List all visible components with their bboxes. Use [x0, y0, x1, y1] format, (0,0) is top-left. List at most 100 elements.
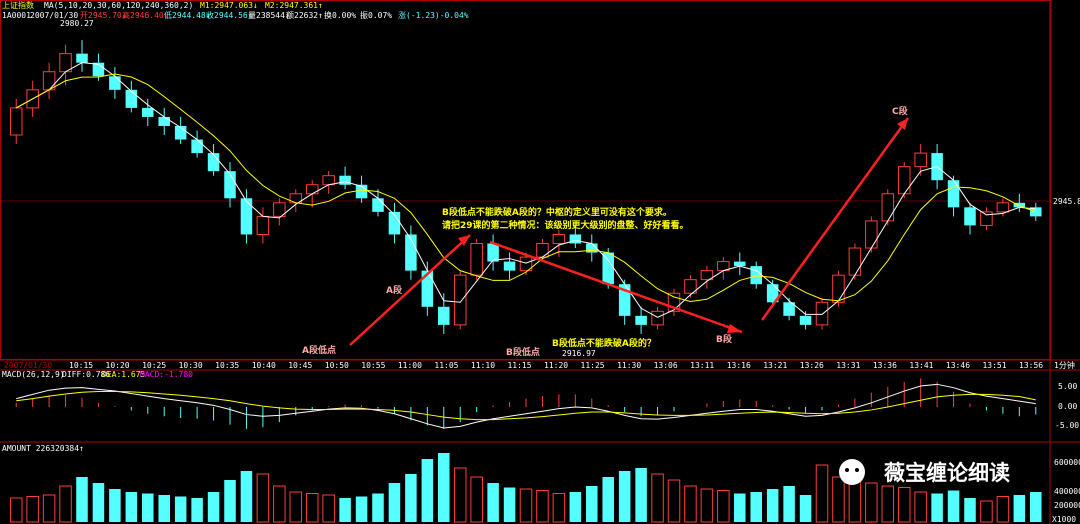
turnover-value: 换0.00% [324, 10, 356, 20]
candle-body [256, 215, 270, 235]
candle-body [569, 234, 582, 244]
price-panel-frame [0, 0, 1051, 360]
ma-parameters: MA(5,10,20,30,60,120,240,360,2) [44, 1, 193, 10]
candle-body [586, 243, 598, 253]
macd-histogram [15, 378, 1037, 429]
amount-bar [305, 493, 319, 523]
note-b-low: B段低点不能跌破A段的？ [552, 337, 656, 349]
time-tick-label: 11:15 [507, 361, 531, 370]
time-tick-label: 13:36 [873, 361, 897, 370]
index-code: 1A0001 [2, 11, 31, 20]
time-tick-label: 13:26 [800, 361, 824, 370]
time-axis-ticks: 10:15 10:20 10:25 10:30 10:35 10:40 10:45 10:50… [69, 361, 1043, 370]
candle-body [503, 261, 516, 271]
time-tick-label: 10:30 [179, 361, 203, 370]
candle-body [635, 315, 647, 325]
amount-bar [191, 498, 203, 522]
label-c-segment: C段 [892, 105, 909, 117]
label-a-segment: A段 [386, 284, 403, 296]
amount-bar [405, 474, 417, 522]
time-tick-label: 13:06 [654, 361, 678, 370]
macd-axis-0: 0.00 [1058, 402, 1077, 411]
amount-bar [1013, 495, 1026, 522]
time-tick-label: 11:20 [544, 361, 568, 370]
arrowhead-a [458, 235, 470, 246]
amount-bar [421, 459, 434, 522]
candle-body [766, 284, 779, 303]
amount-bar [667, 479, 681, 523]
candle-body [618, 284, 631, 316]
watermark-text: 薇宝缠论细读 [884, 461, 1010, 485]
time-tick-label: 11:00 [398, 361, 422, 370]
amplitude-value: 振0.07% [360, 10, 392, 20]
time-tick-label: 11:10 [471, 361, 495, 370]
amount-bar [618, 471, 631, 522]
candle-body [470, 243, 483, 276]
peak-price-label: 2980.27 [60, 19, 94, 28]
amount-bar [700, 488, 714, 523]
time-tick-label: 13:46 [946, 361, 970, 370]
amount-bar [256, 473, 270, 523]
amount-bar [552, 493, 566, 523]
amount-bar [438, 453, 450, 522]
volume-value: 量238544↓ [248, 11, 290, 20]
amount-bar [224, 480, 236, 522]
candle-body [832, 274, 845, 303]
candle-body [273, 202, 286, 217]
amount-bar [964, 498, 976, 522]
candle-body [914, 152, 927, 168]
candle-body [487, 243, 499, 262]
time-tick-label: 10:45 [288, 361, 312, 370]
amount-axis-400k: 400000 [1054, 487, 1080, 496]
amount-bar [372, 493, 384, 522]
candle-body [700, 270, 714, 281]
amount-bar [453, 467, 467, 523]
candle-body [815, 301, 829, 326]
candle-body [799, 315, 812, 325]
macd-lines [16, 383, 1036, 429]
candle-body [996, 202, 1010, 213]
candle-body [305, 184, 319, 195]
candle-body [9, 107, 23, 136]
amount-bar [26, 496, 39, 523]
macd-dea-value: DEA:1.675 [102, 370, 146, 379]
amount-bar [355, 496, 368, 522]
time-tick-label: 13:51 [982, 361, 1006, 370]
amount-bar [914, 491, 927, 523]
amount-bar [9, 497, 23, 523]
candle-body [158, 116, 170, 126]
arrow-a-segment [349, 234, 471, 346]
candle-body [651, 310, 664, 326]
amount-bar [76, 477, 88, 522]
period-unit: 1分钟 [1054, 360, 1075, 370]
time-tick-label: 10:35 [215, 361, 239, 370]
open-value: 开2945.70↓ [80, 11, 127, 20]
amount-bar [865, 482, 878, 523]
time-tick-label: 10:20 [106, 361, 130, 370]
candle-body [519, 256, 533, 272]
amount-bar [207, 492, 220, 522]
amount-bar [832, 476, 845, 523]
amount-bar [536, 490, 549, 523]
amount-bar [783, 486, 795, 522]
candle-body [980, 211, 993, 226]
amount-bar [815, 464, 829, 523]
amount-bar [996, 496, 1010, 523]
amount-axis-600k: 600000 [1054, 458, 1080, 467]
candle-body [438, 306, 450, 325]
ma-line [15, 62, 1036, 318]
arrow-b-segment [489, 240, 743, 334]
arrowhead-b [727, 324, 742, 333]
amount-bar [881, 485, 895, 523]
amount-bar [717, 490, 730, 523]
macd-line [16, 383, 1036, 429]
candle-body [848, 247, 862, 276]
right-price-label: 2945.8 [1053, 197, 1080, 206]
candle-body [865, 220, 878, 249]
candle-body [372, 198, 384, 212]
macd-title: MACD(26,12,9) [2, 370, 65, 379]
candle-body [240, 198, 253, 235]
candle-body [388, 211, 401, 235]
